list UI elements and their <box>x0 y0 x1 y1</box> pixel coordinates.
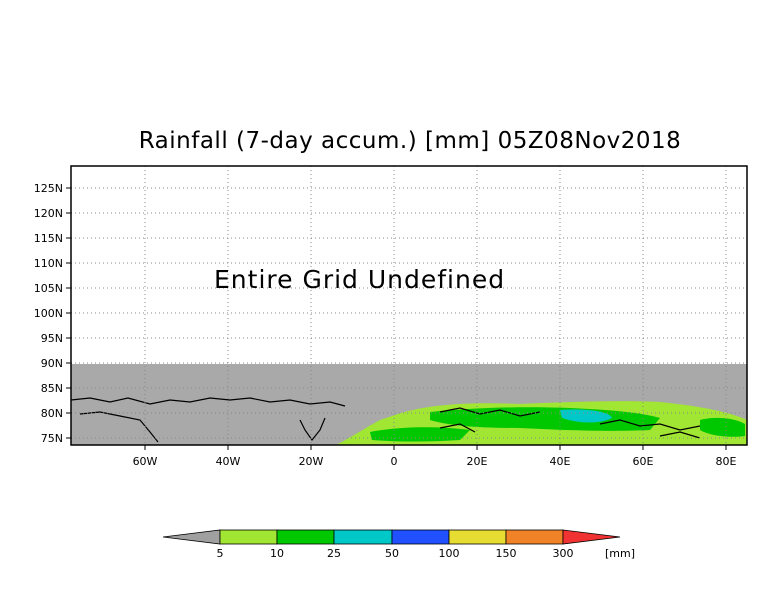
lon-label: 20E <box>467 455 488 468</box>
colorbar-label: 300 <box>553 547 574 560</box>
lon-label: 60W <box>133 455 158 468</box>
colorbar-segment <box>219 529 278 545</box>
undefined-message: Entire Grid Undefined <box>214 265 505 294</box>
lat-label: 120N <box>34 207 63 220</box>
colorbar-segment <box>448 529 507 545</box>
lat-label: 75N <box>41 432 63 445</box>
lon-label: 80E <box>716 455 737 468</box>
plot-border <box>70 165 748 446</box>
lon-label: 60E <box>633 455 654 468</box>
colorbar-label: 100 <box>439 547 460 560</box>
lon-label: 40W <box>216 455 241 468</box>
colorbar-label: 10 <box>270 547 284 560</box>
colorbar-label: 25 <box>327 547 341 560</box>
colorbar-label: 50 <box>385 547 399 560</box>
colorbar-label: 150 <box>496 547 517 560</box>
colorbar-unit: [mm] <box>605 547 635 560</box>
lon-ticks <box>144 445 727 450</box>
lon-label: 20W <box>299 455 324 468</box>
lat-label: 115N <box>34 232 63 245</box>
coastlines <box>70 397 701 443</box>
lat-label: 125N <box>34 182 63 195</box>
colorbar: 5 10 25 50 100 150 300 [mm] <box>162 529 635 560</box>
lat-label: 95N <box>41 332 63 345</box>
colorbar-segment <box>505 529 564 545</box>
lat-label: 80N <box>41 407 63 420</box>
colorbar-low-arrow <box>162 529 221 545</box>
lat-label: 110N <box>34 257 63 270</box>
colorbar-segment <box>276 529 335 545</box>
lon-label: 0 <box>391 455 398 468</box>
lat-label: 105N <box>34 282 63 295</box>
grid-lines <box>71 166 747 445</box>
lon-label: 40E <box>550 455 571 468</box>
lat-label: 100N <box>34 307 63 320</box>
lat-label: 90N <box>41 357 63 370</box>
colorbar-segment <box>333 529 393 545</box>
colorbar-label: 5 <box>217 547 224 560</box>
lat-label: 85N <box>41 382 63 395</box>
colorbar-high-arrow <box>562 529 621 545</box>
lat-ticks <box>66 187 71 439</box>
colorbar-segment <box>391 529 450 545</box>
map-title: Rainfall (7-day accum.) [mm] 05Z08Nov201… <box>138 128 682 154</box>
